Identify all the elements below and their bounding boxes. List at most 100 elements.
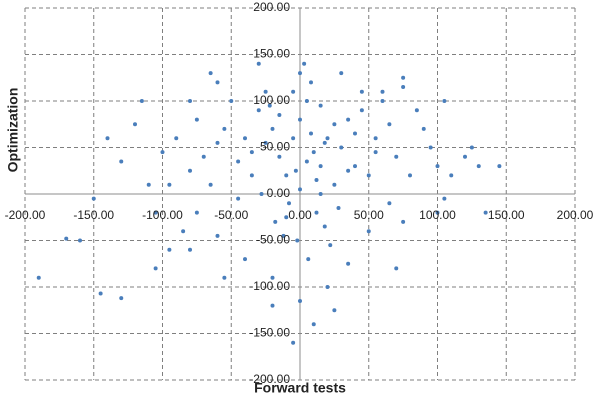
point <box>146 182 151 187</box>
y-tick-label: 0.00 <box>267 186 291 200</box>
point <box>181 229 186 234</box>
point <box>339 145 344 150</box>
point <box>336 205 341 210</box>
point <box>36 275 41 280</box>
point <box>366 173 371 178</box>
x-tick-label: 200.00 <box>557 208 594 222</box>
point <box>442 196 447 201</box>
point <box>133 122 137 127</box>
point <box>318 103 323 108</box>
x-tick-label: 0.00 <box>288 208 312 222</box>
point <box>309 131 313 136</box>
point <box>346 168 351 173</box>
point <box>277 154 282 159</box>
point <box>256 108 261 113</box>
point <box>401 219 406 224</box>
point <box>153 210 158 215</box>
point <box>119 159 124 164</box>
y-axis-title: Optimization <box>5 88 21 173</box>
point <box>469 145 474 150</box>
point <box>463 154 467 159</box>
point <box>263 140 268 145</box>
point <box>194 117 199 122</box>
y-tick-label: -150.00 <box>249 326 290 340</box>
point <box>428 145 433 150</box>
point <box>243 136 247 141</box>
point <box>273 219 278 224</box>
point <box>318 192 323 196</box>
point <box>263 89 268 94</box>
point <box>380 89 385 94</box>
point <box>442 99 447 103</box>
point <box>332 308 337 313</box>
point <box>408 173 412 178</box>
x-tick-label: -200.00 <box>5 208 46 222</box>
point <box>222 275 227 280</box>
point <box>270 126 275 131</box>
point <box>328 243 333 248</box>
point <box>215 140 220 145</box>
point <box>373 136 378 141</box>
point <box>353 164 357 169</box>
x-tick-label: -50.00 <box>214 208 248 222</box>
y-tick-label: -200.00 <box>249 372 290 386</box>
point <box>222 126 227 131</box>
point <box>295 238 300 243</box>
point <box>188 168 192 173</box>
point <box>277 112 282 117</box>
point <box>256 61 261 66</box>
point <box>380 99 385 103</box>
y-tick-label: 50.00 <box>260 140 290 154</box>
point <box>306 257 311 262</box>
point <box>359 108 364 113</box>
point <box>160 150 165 155</box>
point <box>325 285 330 289</box>
point <box>298 187 302 192</box>
point <box>322 140 327 145</box>
point <box>401 75 406 80</box>
point <box>394 266 399 271</box>
point <box>281 233 286 238</box>
point <box>435 164 440 169</box>
point <box>318 164 323 169</box>
x-tick-label: 100.00 <box>419 208 456 222</box>
point <box>153 266 158 271</box>
point <box>298 71 302 76</box>
point <box>215 80 220 85</box>
x-tick-label: 150.00 <box>488 208 525 222</box>
point <box>259 192 264 196</box>
point <box>449 173 454 178</box>
point <box>298 298 302 303</box>
point <box>194 210 199 215</box>
y-tick-label: -50.00 <box>256 233 290 247</box>
point <box>243 257 247 262</box>
point <box>291 89 296 94</box>
point <box>414 108 419 113</box>
x-tick-label: -100.00 <box>142 208 183 222</box>
point <box>346 117 351 122</box>
point <box>314 210 319 215</box>
point <box>387 122 392 127</box>
y-tick-label: 150.00 <box>253 47 290 61</box>
y-tick-label: -100.00 <box>249 279 290 293</box>
point <box>284 173 289 178</box>
point <box>366 229 371 234</box>
point <box>332 182 337 187</box>
point <box>293 168 298 173</box>
point <box>401 85 406 90</box>
point <box>215 233 220 238</box>
point <box>284 215 289 220</box>
point <box>483 210 488 215</box>
y-tick-label: 200.00 <box>253 0 290 14</box>
point <box>311 322 316 327</box>
point <box>270 303 275 308</box>
point <box>98 291 103 296</box>
point <box>208 182 213 187</box>
point <box>208 71 213 76</box>
point <box>314 178 319 183</box>
point <box>373 150 378 155</box>
point <box>359 89 364 94</box>
point <box>309 80 313 85</box>
point <box>105 136 110 141</box>
